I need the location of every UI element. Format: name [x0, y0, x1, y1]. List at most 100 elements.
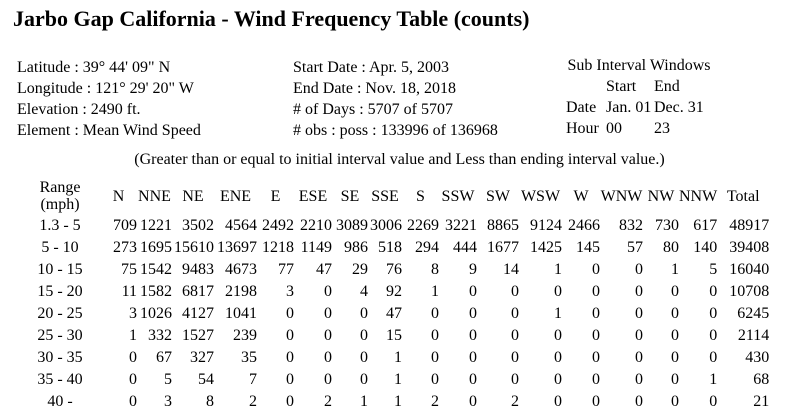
sub-interval-date-label: Date [566, 99, 597, 116]
value-cell: 0 [129, 349, 137, 366]
value-cell: 1149 [300, 239, 332, 256]
table-row: 30 - 35 0 67 327 35 0 0 0 1 0 0 0 0 0 0 0 0 430 [20, 347, 769, 369]
value-cell: 1 [394, 371, 402, 388]
value-cell: 3 [129, 305, 137, 322]
value-cell: 0 [511, 371, 519, 388]
value-cell: 0 [592, 371, 600, 388]
value-cell: 9483 [182, 261, 214, 278]
value-cell: 1 [394, 349, 402, 366]
value-cell: 1 [129, 327, 137, 344]
value-cell: 1527 [182, 327, 214, 344]
value-cell: 21 [753, 393, 770, 410]
range-cell: 1.3 - 5 [39, 217, 81, 234]
value-cell: 0 [360, 371, 368, 388]
value-cell: 14 [503, 261, 519, 278]
range-cell: 10 - 15 [37, 261, 83, 278]
value-cell: 0 [511, 305, 519, 322]
value-cell: 15610 [174, 239, 214, 256]
value-cell: 0 [511, 283, 519, 300]
value-cell: 832 [619, 217, 643, 234]
value-cell: 1677 [487, 239, 519, 256]
value-cell: 92 [386, 283, 402, 300]
end-date-line: End Date : Nov. 18, 2018 [293, 80, 456, 97]
table-row: 15 - 20 11 1582 6817 2198 3 0 4 92 1 0 0 0 0 0 0 0 10708 [20, 281, 769, 303]
value-cell: 0 [709, 327, 718, 344]
value-cell: 4564 [225, 217, 257, 234]
value-cell: 2210 [300, 217, 332, 234]
value-cell: 15 [386, 327, 402, 344]
column-header-e: E [270, 187, 281, 205]
value-cell: 5 [164, 371, 172, 388]
value-cell: 35 [241, 349, 257, 366]
column-header-nne: NNE [138, 187, 171, 205]
value-cell: 0 [592, 261, 600, 278]
sub-interval-date-end: Dec. 31 [654, 99, 704, 116]
value-cell: 273 [113, 239, 137, 256]
range-column-header: Range (mph) [20, 177, 100, 215]
column-header-ssw: SSW [441, 187, 475, 205]
latitude-line: Latitude : 39° 44' 09" N [17, 59, 171, 76]
range-cell: 15 - 20 [37, 283, 83, 300]
value-cell: 11 [121, 283, 137, 300]
value-cell: 1695 [140, 239, 172, 256]
value-cell: 0 [671, 393, 679, 410]
value-cell: 0 [431, 327, 439, 344]
value-cell: 16040 [729, 261, 770, 278]
value-cell: 0 [431, 371, 439, 388]
value-cell: 0 [709, 349, 718, 366]
value-cell: 1425 [530, 239, 562, 256]
value-cell: 1218 [262, 239, 294, 256]
value-cell: 0 [554, 349, 562, 366]
value-cell: 0 [592, 305, 600, 322]
value-cell: 0 [469, 349, 477, 366]
elevation-line: Elevation : 2490 ft. [17, 101, 141, 118]
value-cell: 2 [511, 393, 519, 410]
value-cell: 1582 [140, 283, 172, 300]
value-cell: 1542 [140, 261, 172, 278]
column-header-ene: ENE [219, 187, 252, 205]
value-cell: 0 [635, 283, 643, 300]
value-cell: 0 [469, 305, 477, 322]
range-header-line2: (mph) [40, 196, 80, 213]
value-cell: 0 [635, 349, 643, 366]
value-cell: 0 [671, 349, 679, 366]
value-cell: 3502 [182, 217, 214, 234]
sub-interval-corner [566, 76, 606, 97]
value-cell: 1 [554, 261, 562, 278]
period-info: Start Date : Apr. 5, 2003 End Date : Nov… [293, 57, 498, 141]
value-cell: 3089 [336, 217, 368, 234]
table-body: 1.3 - 5 709 1221 3502 4564 2492 2210 3089 3006 22… [20, 215, 769, 413]
value-cell: 0 [286, 349, 294, 366]
value-cell: 2 [431, 393, 439, 410]
value-cell: 0 [469, 283, 477, 300]
value-cell: 0 [554, 283, 562, 300]
value-cell: 0 [324, 327, 332, 344]
value-cell: 0 [554, 371, 562, 388]
value-cell: 8865 [487, 217, 519, 234]
table-row: 5 - 10 273 1695 15610 13697 1218 1149 986 518 294… [20, 237, 769, 259]
value-cell: 0 [469, 393, 477, 410]
value-cell: 0 [469, 371, 477, 388]
value-cell: 0 [511, 327, 519, 344]
value-cell: 0 [671, 283, 679, 300]
value-cell: 1221 [140, 217, 172, 234]
range-cell: 40 - [47, 393, 73, 410]
value-cell: 0 [592, 349, 600, 366]
table-row: 1.3 - 5 709 1221 3502 4564 2492 2210 3089 3006 22… [20, 215, 769, 237]
value-cell: 0 [360, 327, 368, 344]
value-cell: 617 [693, 217, 718, 234]
value-cell: 0 [635, 327, 643, 344]
value-cell: 1 [431, 283, 439, 300]
num-obs-line: # obs : poss : 133996 of 136968 [293, 122, 498, 139]
value-cell: 444 [453, 239, 477, 256]
value-cell: 0 [635, 305, 643, 322]
value-cell: 0 [324, 305, 332, 322]
value-cell: 0 [635, 261, 643, 278]
column-header-wsw: WSW [520, 187, 561, 205]
value-cell: 0 [129, 371, 137, 388]
value-cell: 0 [324, 371, 332, 388]
value-cell: 3 [286, 283, 294, 300]
value-cell: 0 [592, 393, 600, 410]
value-cell: 145 [576, 239, 600, 256]
value-cell: 10708 [729, 283, 770, 300]
